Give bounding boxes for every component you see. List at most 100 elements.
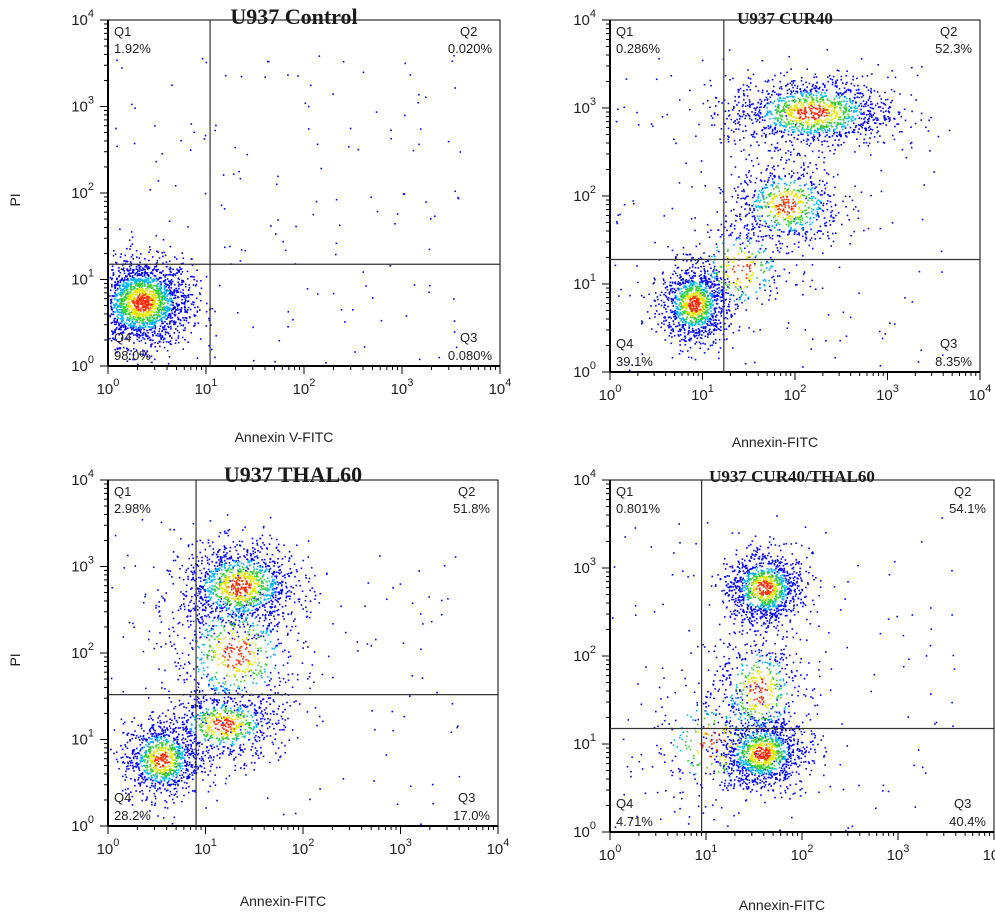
event-point — [170, 293, 173, 295]
event-point — [145, 265, 148, 268]
event-point — [680, 279, 683, 281]
event-point — [744, 208, 746, 210]
event-point — [775, 219, 777, 222]
y-tick-label: 103 — [71, 95, 94, 116]
event-point — [755, 120, 758, 123]
event-point — [841, 126, 843, 128]
event-point — [154, 300, 156, 302]
event-point — [131, 243, 134, 245]
event-point — [116, 59, 118, 62]
event-point — [705, 313, 707, 315]
event-point — [816, 208, 818, 211]
event-point — [840, 144, 843, 146]
event-point — [126, 360, 129, 362]
event-point — [857, 84, 859, 87]
event-point — [193, 278, 195, 281]
event-point — [743, 149, 745, 151]
event-point — [780, 159, 782, 161]
event-point — [143, 281, 146, 283]
event-point — [119, 292, 122, 295]
event-point — [811, 221, 814, 224]
event-point — [765, 169, 768, 171]
event-point — [824, 92, 826, 94]
event-point — [814, 85, 817, 87]
event-point — [172, 292, 174, 295]
event-point — [730, 234, 732, 237]
event-point — [457, 196, 459, 199]
event-point — [118, 347, 120, 350]
event-point — [705, 306, 707, 309]
event-point — [720, 326, 722, 328]
event-point — [165, 298, 168, 300]
event-point — [654, 292, 657, 294]
event-point — [679, 276, 682, 279]
event-point — [714, 310, 716, 312]
event-point — [870, 91, 872, 94]
event-point — [714, 318, 717, 321]
event-point — [762, 191, 765, 193]
event-point — [182, 292, 184, 294]
event-point — [785, 123, 787, 125]
event-point — [799, 184, 801, 187]
event-point — [798, 176, 800, 179]
event-point — [807, 128, 809, 131]
event-point — [849, 89, 851, 91]
event-point — [138, 267, 141, 269]
event-point — [690, 277, 692, 280]
event-point — [826, 231, 829, 233]
event-point — [795, 90, 797, 93]
event-point — [668, 293, 671, 295]
event-point — [137, 296, 140, 298]
event-point — [730, 173, 733, 176]
event-point — [168, 341, 170, 343]
event-point — [670, 329, 673, 331]
event-point — [767, 80, 770, 82]
event-point — [761, 215, 763, 217]
event-point — [122, 268, 124, 271]
event-point — [701, 59, 704, 62]
event-point — [335, 242, 338, 245]
event-point — [727, 135, 729, 137]
event-point — [871, 73, 873, 75]
event-point — [246, 153, 249, 156]
event-point — [123, 309, 125, 311]
event-point — [882, 102, 885, 105]
event-point — [711, 301, 714, 303]
event-point — [785, 85, 787, 87]
event-point — [197, 322, 200, 324]
event-point — [887, 76, 889, 79]
event-point — [853, 106, 855, 109]
event-point — [819, 200, 821, 203]
event-point — [174, 283, 176, 286]
event-point — [133, 142, 136, 145]
event-point — [127, 348, 130, 351]
event-point — [157, 301, 160, 303]
event-point — [796, 87, 798, 89]
event-point — [838, 97, 840, 99]
event-point — [690, 331, 692, 333]
event-point — [812, 217, 815, 219]
event-point — [777, 106, 780, 108]
event-point — [712, 319, 715, 322]
event-point — [711, 290, 713, 292]
event-point — [893, 323, 896, 325]
event-point — [882, 111, 885, 113]
event-point — [701, 291, 704, 294]
event-point — [181, 279, 183, 282]
event-point — [732, 332, 735, 334]
event-point — [669, 309, 672, 312]
event-point — [681, 296, 684, 299]
event-point — [877, 64, 879, 66]
event-point — [879, 135, 881, 137]
event-point — [706, 290, 708, 292]
event-point — [768, 299, 770, 301]
event-point — [160, 310, 163, 312]
event-point — [163, 295, 166, 298]
event-point — [743, 137, 745, 139]
event-point — [696, 332, 699, 334]
event-point — [152, 321, 155, 324]
event-point — [121, 310, 124, 312]
event-point — [130, 282, 133, 285]
event-point — [867, 227, 870, 230]
event-point — [744, 286, 747, 288]
